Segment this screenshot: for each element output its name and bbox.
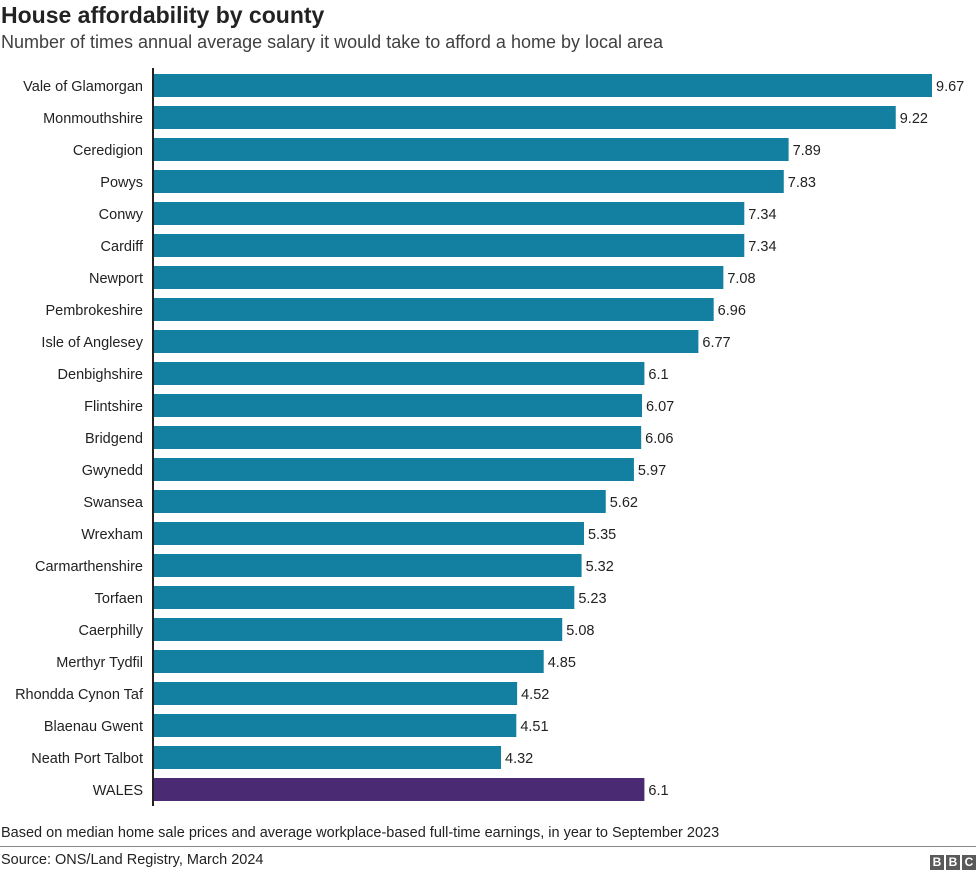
- bar: [153, 490, 606, 513]
- data-label: 7.34: [748, 239, 776, 255]
- category-label: Rhondda Cynon Taf: [15, 687, 144, 703]
- data-label: 7.83: [788, 175, 816, 191]
- bar: [153, 74, 932, 97]
- bar: [153, 202, 745, 225]
- bar: [153, 714, 517, 737]
- category-label: Isle of Anglesey: [41, 335, 143, 351]
- bar: [153, 586, 575, 609]
- bar: [153, 330, 699, 353]
- bar: [153, 458, 634, 481]
- chart-note: Based on median home sale prices and ave…: [1, 825, 720, 841]
- data-label: 9.22: [900, 111, 928, 127]
- category-label: Flintshire: [84, 399, 143, 415]
- category-label: Pembrokeshire: [45, 303, 143, 319]
- data-label: 6.06: [645, 431, 673, 447]
- bar: [153, 234, 745, 257]
- category-label: Carmarthenshire: [35, 559, 143, 575]
- data-label: 5.62: [610, 495, 638, 511]
- category-label: Monmouthshire: [43, 111, 143, 127]
- bar: [153, 682, 518, 705]
- category-label: Powys: [100, 175, 143, 191]
- data-label: 4.85: [548, 655, 576, 671]
- data-label: 5.32: [586, 559, 614, 575]
- data-label: 7.08: [727, 271, 755, 287]
- data-label: 5.97: [638, 463, 666, 479]
- chart-source: Source: ONS/Land Registry, March 2024: [1, 852, 264, 868]
- bar: [153, 426, 642, 449]
- bar: [153, 106, 896, 129]
- category-label: Denbighshire: [58, 367, 143, 383]
- bar: [153, 746, 502, 769]
- bar: [153, 650, 544, 673]
- category-label: Newport: [89, 271, 143, 287]
- bar: [153, 298, 714, 321]
- bar: [153, 138, 789, 161]
- data-label: 5.35: [588, 527, 616, 543]
- bar: [153, 554, 582, 577]
- bar: [153, 618, 563, 641]
- category-label: Swansea: [83, 495, 144, 511]
- chart-subtitle: Number of times annual average salary it…: [1, 32, 664, 52]
- bar: [153, 170, 784, 193]
- category-label: WALES: [93, 783, 143, 799]
- data-label: 7.34: [748, 207, 776, 223]
- category-label: Bridgend: [85, 431, 143, 447]
- category-label: Neath Port Talbot: [31, 751, 143, 767]
- footer-divider: [0, 846, 976, 847]
- category-label: Caerphilly: [79, 623, 144, 639]
- bar: [153, 522, 584, 545]
- bar: [153, 362, 645, 385]
- category-label: Wrexham: [81, 527, 143, 543]
- category-label: Cardiff: [101, 239, 144, 255]
- bar: [153, 778, 645, 801]
- data-label: 4.52: [521, 687, 549, 703]
- bar: [153, 394, 642, 417]
- data-label: 9.67: [936, 79, 964, 95]
- category-label: Vale of Glamorgan: [23, 79, 143, 95]
- category-label: Torfaen: [95, 591, 143, 607]
- data-label: 7.89: [793, 143, 821, 159]
- data-label: 4.51: [520, 719, 548, 735]
- category-label: Ceredigion: [73, 143, 143, 159]
- data-label: 6.96: [718, 303, 746, 319]
- category-label: Conwy: [99, 207, 144, 223]
- bar: [153, 266, 724, 289]
- bar-chart: Vale of Glamorgan 9.67 Monmouthshire 9.22 Ce…: [15, 68, 964, 806]
- data-label: 6.07: [646, 399, 674, 415]
- data-label: 4.32: [505, 751, 533, 767]
- category-label: Gwynedd: [82, 463, 143, 479]
- data-label: 6.1: [648, 783, 668, 799]
- category-label: Blaenau Gwent: [44, 719, 143, 735]
- data-label: 5.08: [566, 623, 594, 639]
- category-label: Merthyr Tydfil: [56, 655, 143, 671]
- chart-title: House affordability by county: [1, 2, 325, 28]
- data-label: 6.1: [648, 367, 668, 383]
- data-label: 6.77: [702, 335, 730, 351]
- data-label: 5.23: [578, 591, 606, 607]
